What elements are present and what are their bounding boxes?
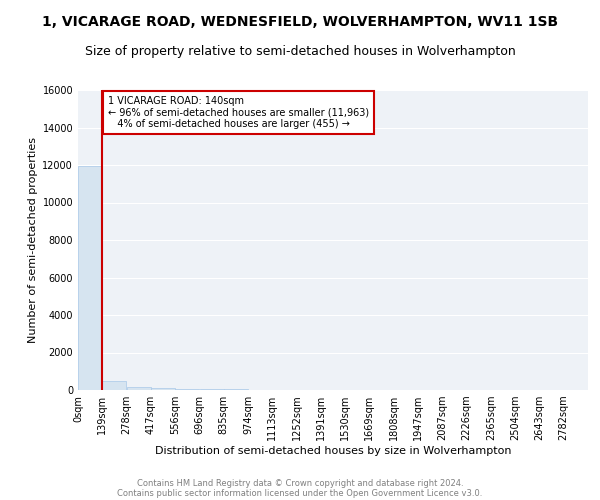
Bar: [200, 389, 224, 390]
Bar: [175, 388, 199, 390]
Bar: [78, 166, 102, 390]
Text: 1 VICARAGE ROAD: 140sqm
← 96% of semi-detached houses are smaller (11,963)
   4%: 1 VICARAGE ROAD: 140sqm ← 96% of semi-de…: [107, 96, 369, 129]
Y-axis label: Number of semi-detached properties: Number of semi-detached properties: [28, 137, 38, 343]
Bar: [127, 386, 151, 390]
X-axis label: Distribution of semi-detached houses by size in Wolverhampton: Distribution of semi-detached houses by …: [155, 446, 511, 456]
Text: Size of property relative to semi-detached houses in Wolverhampton: Size of property relative to semi-detach…: [85, 45, 515, 58]
Text: Contains public sector information licensed under the Open Government Licence v3: Contains public sector information licen…: [118, 488, 482, 498]
Text: 1, VICARAGE ROAD, WEDNESFIELD, WOLVERHAMPTON, WV11 1SB: 1, VICARAGE ROAD, WEDNESFIELD, WOLVERHAM…: [42, 15, 558, 29]
Text: Contains HM Land Registry data © Crown copyright and database right 2024.: Contains HM Land Registry data © Crown c…: [137, 478, 463, 488]
Bar: [103, 382, 127, 390]
Bar: [151, 388, 175, 390]
